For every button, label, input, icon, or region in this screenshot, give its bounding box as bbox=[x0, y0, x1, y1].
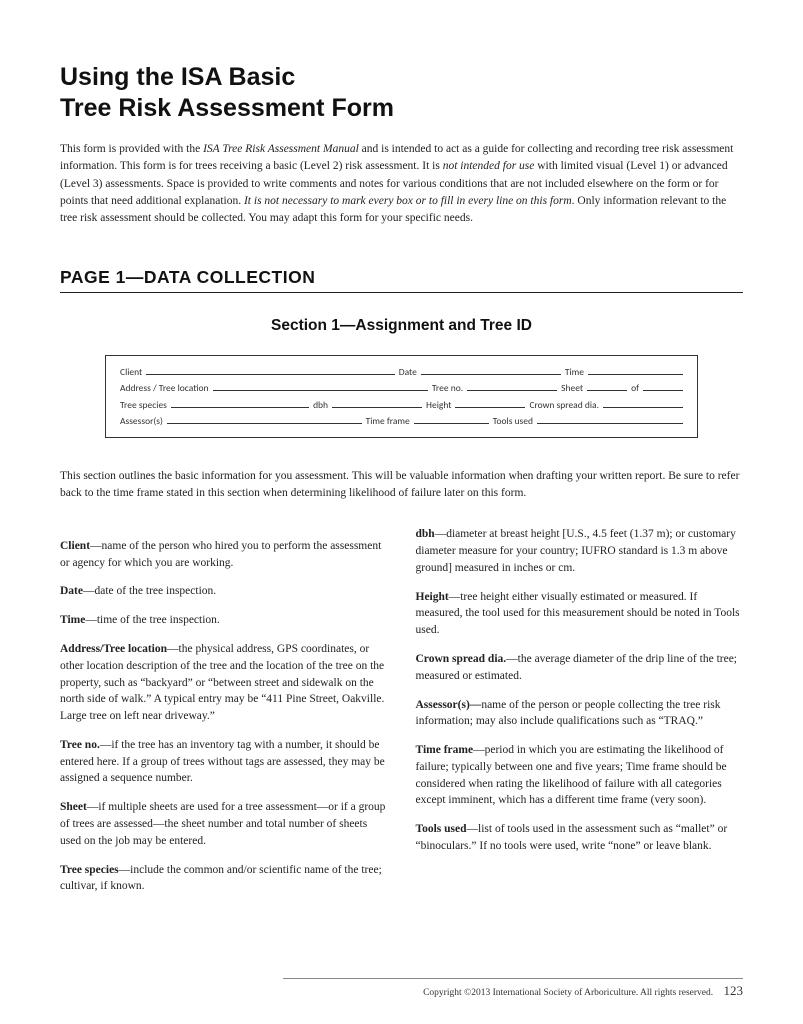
definition-term: dbh bbox=[416, 528, 435, 540]
definition-term: Client bbox=[60, 540, 90, 552]
blank-line bbox=[643, 380, 683, 391]
page-heading: PAGE 1—DATA COLLECTION bbox=[60, 267, 743, 293]
copyright-text: Copyright ©2013 International Society of… bbox=[423, 988, 713, 998]
definition-term: Tools used bbox=[416, 823, 467, 835]
definition-item: Tree no.—if the tree has an inventory ta… bbox=[60, 737, 388, 787]
definition-term: Height bbox=[416, 591, 449, 603]
label-of: of bbox=[631, 380, 639, 396]
label-height: Height bbox=[426, 397, 451, 413]
label-tools: Tools used bbox=[493, 413, 533, 429]
definition-item: Time frame—period in which you are estim… bbox=[416, 742, 744, 809]
form-row-4: Assessor(s) Time frame Tools used bbox=[120, 413, 683, 429]
blank-line bbox=[213, 380, 428, 391]
label-client: Client bbox=[120, 364, 142, 380]
definition-term: Sheet bbox=[60, 801, 87, 813]
blank-line bbox=[587, 380, 627, 391]
blank-line bbox=[603, 397, 683, 408]
definition-item: Client—name of the person who hired you … bbox=[60, 538, 388, 572]
intro-paragraph: This form is provided with the ISA Tree … bbox=[60, 141, 743, 227]
definition-term: Time bbox=[60, 614, 85, 626]
definition-term: Address/Tree location bbox=[60, 643, 167, 655]
page-number: 123 bbox=[724, 983, 744, 998]
definition-item: Tools used—list of tools used in the ass… bbox=[416, 821, 744, 855]
blank-line bbox=[332, 397, 422, 408]
label-dbh: dbh bbox=[313, 397, 328, 413]
form-example-box: Client Date Time Address / Tree location… bbox=[105, 355, 698, 438]
page-footer: Copyright ©2013 International Society of… bbox=[283, 978, 743, 999]
title-line-1: Using the ISA Basic bbox=[60, 63, 295, 91]
blank-line bbox=[421, 364, 561, 375]
blank-line bbox=[414, 413, 489, 424]
blank-line bbox=[588, 364, 683, 375]
label-species: Tree species bbox=[120, 397, 167, 413]
blank-line bbox=[146, 364, 394, 375]
definition-item: Crown spread dia.—the average diameter o… bbox=[416, 651, 744, 685]
definition-term: Tree species bbox=[60, 864, 119, 876]
definition-item: dbh—diameter at breast height [U.S., 4.5… bbox=[416, 526, 744, 576]
form-row-3: Tree species dbh Height Crown spread dia… bbox=[120, 397, 683, 413]
definition-item: Assessor(s)—name of the person or people… bbox=[416, 697, 744, 731]
label-time: Time bbox=[565, 364, 584, 380]
definition-term: Tree no. bbox=[60, 739, 100, 751]
section-intro-paragraph: This section outlines the basic informat… bbox=[60, 468, 743, 503]
definition-item: Height—tree height either visually estim… bbox=[416, 589, 744, 639]
form-row-1: Client Date Time bbox=[120, 364, 683, 380]
label-assessor: Assessor(s) bbox=[120, 413, 163, 429]
definitions-columns: Client—name of the person who hired you … bbox=[60, 526, 743, 895]
document-title: Using the ISA Basic Tree Risk Assessment… bbox=[60, 62, 743, 123]
definition-item: Sheet—if multiple sheets are used for a … bbox=[60, 799, 388, 849]
definition-term: Date bbox=[60, 585, 83, 597]
definition-item: Time—time of the tree inspection. bbox=[60, 612, 388, 629]
definition-item: Address/Tree location—the physical addre… bbox=[60, 641, 388, 725]
definition-term: Assessor(s)— bbox=[416, 699, 482, 711]
blank-line bbox=[537, 413, 683, 424]
definition-term: Time frame bbox=[416, 744, 474, 756]
blank-line bbox=[467, 380, 557, 391]
title-line-2: Tree Risk Assessment Form bbox=[60, 94, 394, 122]
definition-item: Date—date of the tree inspection. bbox=[60, 583, 388, 600]
definition-term: Crown spread dia. bbox=[416, 653, 507, 665]
label-crown: Crown spread dia. bbox=[529, 397, 599, 413]
label-date: Date bbox=[399, 364, 417, 380]
form-row-2: Address / Tree location Tree no. Sheet o… bbox=[120, 380, 683, 396]
section-heading: Section 1—Assignment and Tree ID bbox=[60, 317, 743, 335]
label-tree-no: Tree no. bbox=[432, 380, 463, 396]
blank-line bbox=[171, 397, 309, 408]
label-address: Address / Tree location bbox=[120, 380, 209, 396]
blank-line bbox=[167, 413, 362, 424]
label-sheet: Sheet bbox=[561, 380, 583, 396]
blank-line bbox=[455, 397, 525, 408]
label-timeframe: Time frame bbox=[366, 413, 410, 429]
definition-item: Tree species—include the common and/or s… bbox=[60, 862, 388, 896]
